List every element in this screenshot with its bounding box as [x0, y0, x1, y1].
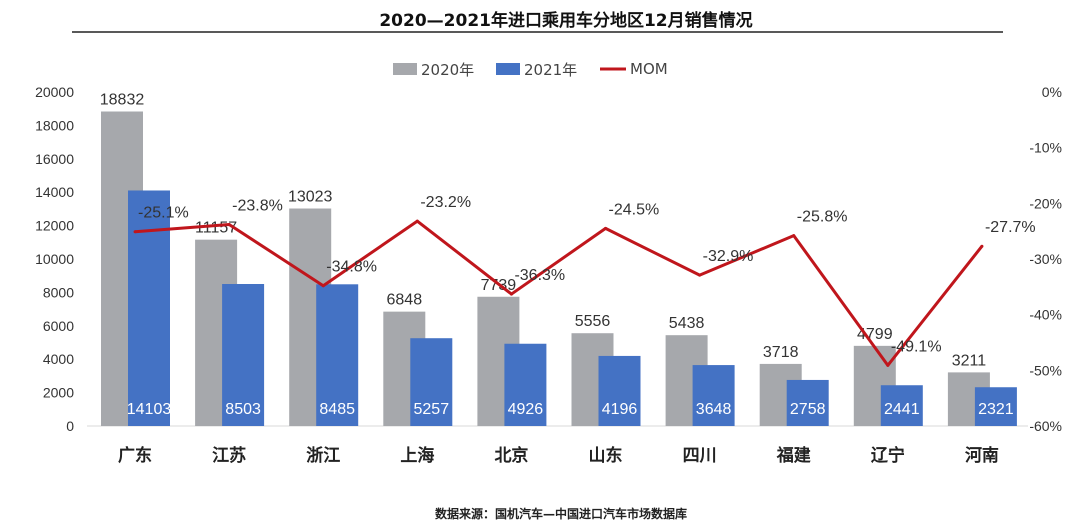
mom-point	[886, 363, 890, 367]
bar-2020-label: 6848	[387, 292, 423, 309]
left-y-axis: 0 2000 4000 6000 8000 10000 12000 14000 16000 180…	[35, 84, 1028, 434]
bar-2021-label: 4926	[508, 401, 544, 418]
mom-label: -32.9%	[703, 248, 754, 265]
mom-label: -25.8%	[797, 209, 848, 226]
right-tick-label: -40%	[1029, 307, 1062, 323]
mom-label: -27.7%	[985, 219, 1036, 236]
legend: 2020年 2021年 MOM	[393, 60, 668, 79]
category-labels: 广东 江苏 浙江 上海 北京 山东 四川 福建 辽宁 河南	[118, 445, 999, 466]
bars	[101, 111, 1017, 426]
left-tick-label: 12000	[35, 218, 74, 234]
mom-label: -25.1%	[138, 205, 189, 222]
bar-2021	[974, 387, 1017, 426]
bar-2020-label: 4799	[857, 326, 893, 343]
mom-line-layer: -25.1% -23.8% -34.8% -23.2% -36.3% -24.5% -32.…	[133, 194, 1036, 367]
mom-point	[227, 222, 231, 226]
mom-point	[133, 230, 137, 234]
bar-2021-label: 4196	[602, 401, 638, 418]
left-tick-label: 0	[66, 418, 74, 434]
bar-2021	[598, 355, 641, 426]
mom-line	[134, 219, 984, 367]
right-tick-label: 0%	[1042, 84, 1062, 100]
mom-label: -23.8%	[232, 197, 283, 214]
left-tick-label: 10000	[35, 251, 74, 267]
mom-point	[509, 292, 513, 296]
category-label: 江苏	[212, 445, 246, 466]
bar-2021	[786, 379, 829, 426]
bar-2020-label: 13023	[288, 189, 333, 206]
right-tick-label: -10%	[1029, 140, 1062, 156]
right-tick-label: -50%	[1029, 362, 1062, 378]
bar-2021	[128, 190, 170, 426]
mom-point	[604, 226, 608, 230]
left-tick-label: 8000	[43, 284, 74, 300]
bar-2021	[880, 385, 923, 426]
bar-2021	[222, 283, 265, 426]
bar-2020-label: 3718	[763, 344, 799, 361]
mom-point	[415, 219, 419, 223]
left-tick-label: 4000	[43, 351, 74, 367]
mom-point	[980, 244, 984, 248]
bar-2021-label: 2758	[790, 401, 826, 418]
category-label: 浙江	[306, 445, 340, 466]
category-label: 四川	[683, 446, 717, 466]
bar-2021	[410, 338, 453, 426]
mom-label: -49.1%	[891, 338, 942, 355]
category-label: 福建	[776, 445, 811, 466]
right-tick-label: -20%	[1029, 195, 1062, 211]
mom-label: -24.5%	[609, 201, 660, 218]
bar-2021	[316, 284, 359, 426]
bar-2020-label: 11157	[195, 220, 237, 237]
right-tick-label: -30%	[1029, 251, 1062, 267]
mom-point	[792, 234, 796, 238]
left-tick-label: 14000	[35, 184, 74, 200]
bar-2021-label: 8503	[225, 401, 261, 418]
bar-2021-label: 8485	[319, 401, 355, 418]
category-label: 河南	[965, 445, 999, 466]
bar-2021-label: 2321	[978, 401, 1014, 418]
right-tick-label: -60%	[1029, 418, 1062, 434]
category-label: 辽宁	[871, 445, 905, 466]
mom-label: -23.2%	[420, 194, 471, 211]
mom-label: -34.8%	[326, 259, 377, 276]
category-label: 北京	[494, 445, 528, 466]
source-note: 数据来源：国机汽车—中国进口汽车市场数据库	[435, 506, 687, 521]
bar-2020-label: 5556	[575, 313, 611, 330]
bar-2020-label: 3211	[952, 352, 987, 369]
chart-title: 2020—2021年进口乘用车分地区12月销售情况	[379, 10, 752, 31]
legend-swatch-2021	[496, 63, 520, 75]
mom-point	[321, 284, 325, 288]
left-tick-label: 18000	[35, 117, 74, 133]
mom-point	[698, 273, 702, 277]
bar-2020-label: 5438	[669, 315, 705, 332]
legend-label-2021: 2021年	[524, 61, 577, 79]
bar-2021-label: 14103	[127, 401, 172, 418]
legend-label-2020: 2020年	[421, 61, 474, 79]
left-tick-label: 16000	[35, 151, 74, 167]
left-tick-label: 20000	[35, 84, 74, 100]
right-y-axis: 0% -10% -20% -30% -40% -50% -60%	[1029, 84, 1062, 434]
bar-2020-label: 18832	[100, 92, 145, 109]
legend-swatch-2020	[393, 63, 417, 75]
category-label: 山东	[589, 445, 623, 466]
bar-2021	[692, 365, 735, 426]
bar-2021	[504, 343, 547, 426]
bar-2021-label: 2441	[884, 401, 920, 418]
left-tick-label: 6000	[43, 318, 74, 334]
bar-2021-label: 3648	[696, 401, 732, 418]
left-tick-label: 2000	[43, 385, 74, 401]
mom-label: -36.3%	[514, 267, 565, 284]
category-label: 广东	[118, 445, 152, 466]
category-label: 上海	[400, 445, 434, 466]
bar-2021-label: 5257	[414, 401, 450, 418]
legend-label-mom: MOM	[630, 60, 668, 78]
